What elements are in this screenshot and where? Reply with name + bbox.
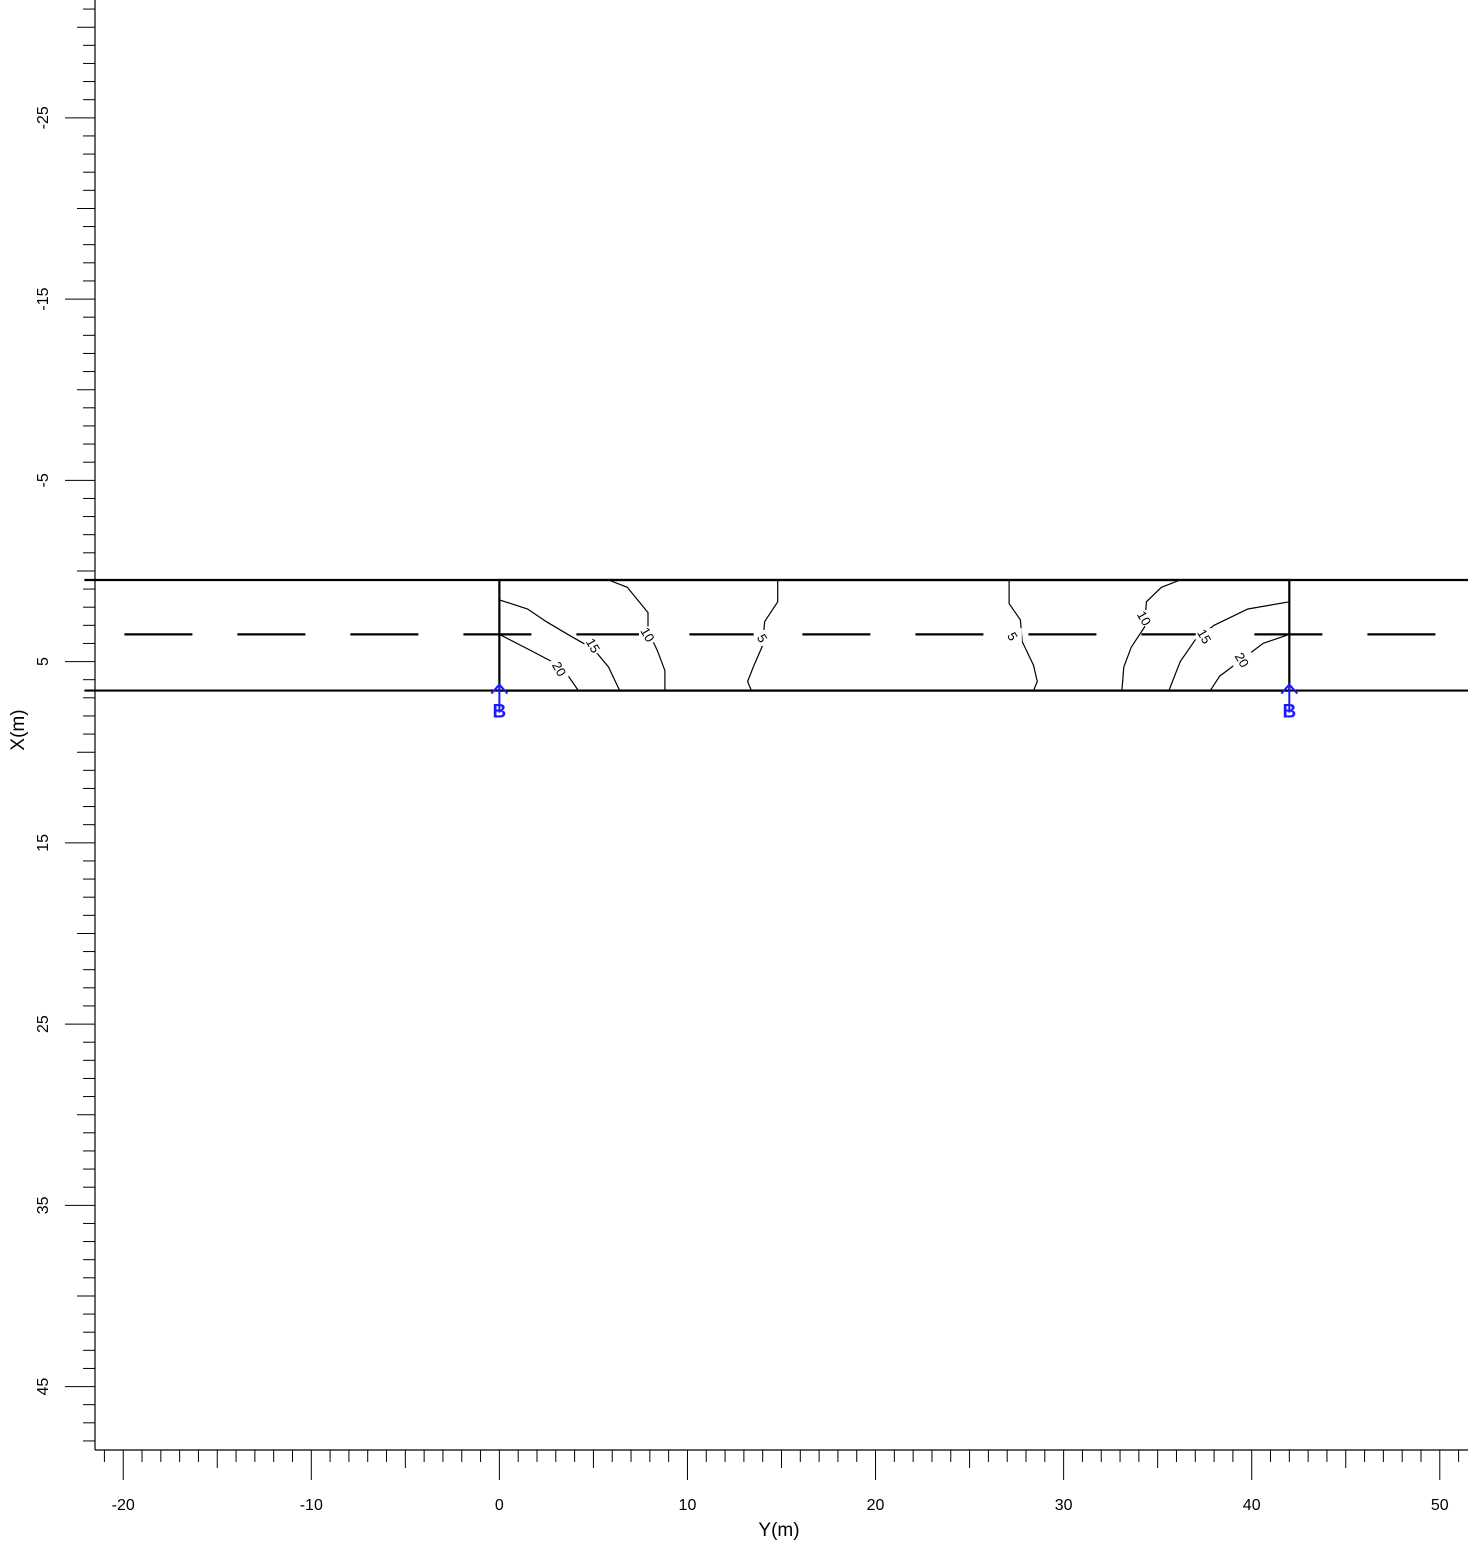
y-tick-label: -25 — [35, 106, 52, 129]
x-tick-label: 0 — [495, 1497, 504, 1514]
y-tick-label: -5 — [35, 473, 52, 487]
contour-label-bg — [753, 630, 772, 646]
y-tick-label: -15 — [35, 287, 52, 310]
contour-label: 10 — [1134, 608, 1154, 628]
x-tick-label: 40 — [1243, 1497, 1261, 1514]
axis-ticks: -20 -10 0 10 20 30 40 50 -25 -15 -5 5 15 25 35 45 — [35, 8, 1460, 1514]
support-label: B — [1282, 702, 1296, 723]
x-tick-label: 50 — [1431, 1497, 1449, 1514]
road — [84, 578, 1468, 692]
contour-label: 20 — [1232, 650, 1252, 670]
contour-label-bg — [1233, 651, 1252, 668]
contour-label-bg — [584, 637, 603, 654]
contour-line — [1168, 601, 1290, 691]
contour-line — [1008, 580, 1038, 691]
contour-label: 20 — [549, 659, 569, 679]
x-tick-label: 20 — [867, 1497, 885, 1514]
contour-label-bg — [1003, 628, 1022, 645]
contour-line — [499, 599, 621, 691]
contour-label-bg — [1195, 628, 1214, 645]
contour-label-bg — [638, 626, 657, 643]
x-tick-label: -20 — [112, 1497, 135, 1514]
contour-label-bg — [550, 660, 569, 677]
y-axis-title: X(m) — [8, 709, 29, 750]
contour-label: 10 — [637, 625, 657, 645]
y-tick-label: 25 — [35, 1015, 52, 1033]
contour-label: 15 — [583, 635, 603, 655]
x-tick-label: 10 — [679, 1497, 697, 1514]
y-tick-label: 35 — [35, 1196, 52, 1214]
support-label: B — [493, 702, 507, 723]
support-arrow-icon — [490, 683, 509, 713]
y-tick-label: 45 — [35, 1378, 52, 1396]
bridge-outline — [498, 578, 1291, 692]
y-tick-label: 15 — [35, 834, 52, 852]
support-arrow-icon — [1280, 683, 1299, 713]
contour-label: 15 — [1194, 626, 1214, 646]
x-tick-label: 30 — [1055, 1497, 1073, 1514]
x-axis-title: Y(m) — [758, 1520, 799, 1541]
contour-label-bg — [1135, 610, 1154, 627]
contour-line — [1121, 579, 1181, 691]
x-tick-label: -10 — [300, 1497, 323, 1514]
y-tick-label: 5 — [35, 657, 52, 666]
